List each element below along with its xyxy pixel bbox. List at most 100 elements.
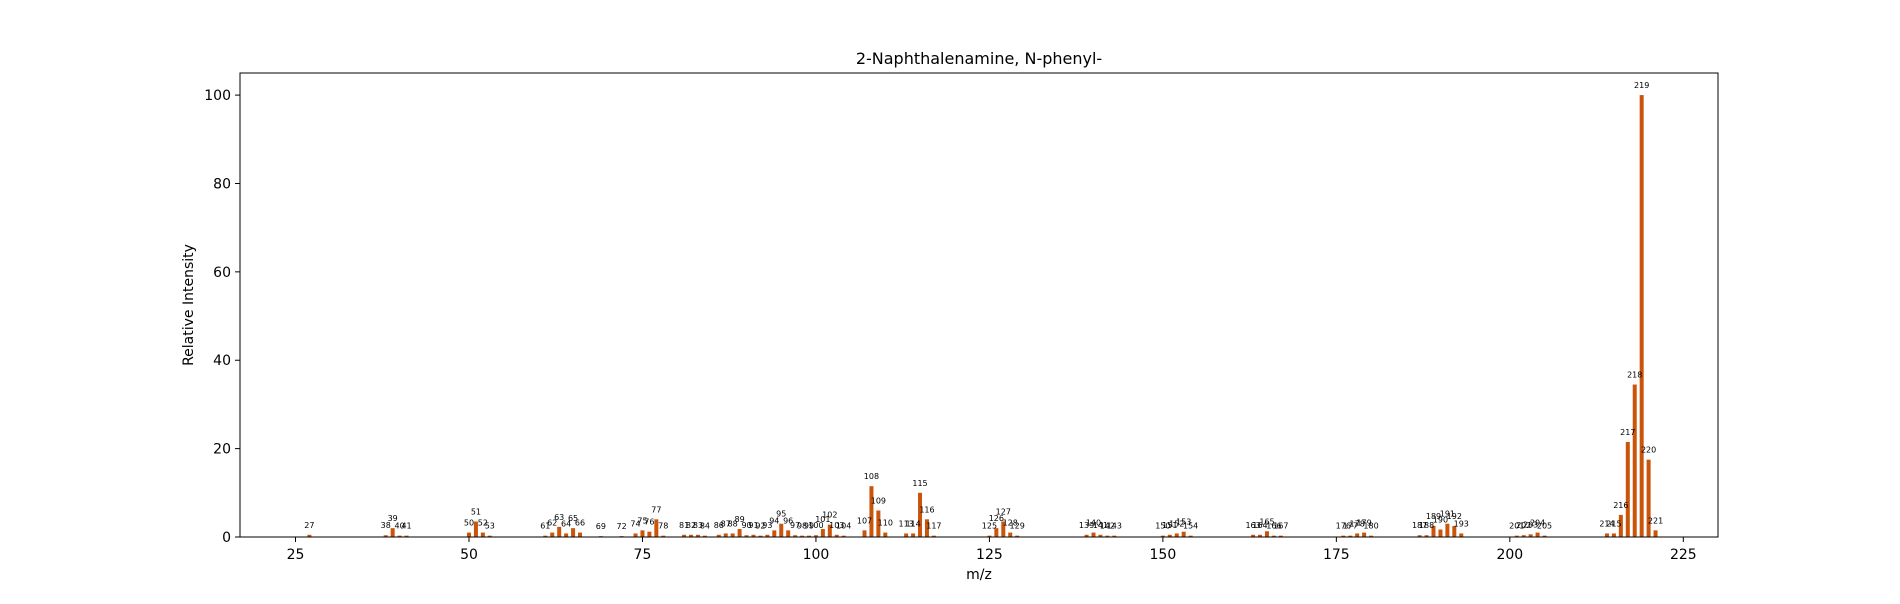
peak-label-mz-77: 77: [651, 505, 661, 514]
peak-label-mz-78: 78: [658, 522, 668, 531]
bar-mz-140: [1091, 532, 1096, 537]
peak-label-mz-96: 96: [783, 516, 793, 525]
bar-mz-178: [1355, 533, 1360, 537]
bar-mz-40: [397, 535, 402, 537]
bar-mz-203: [1528, 534, 1533, 537]
x-tick-label-125: 125: [976, 547, 1003, 563]
peak-label-mz-102: 102: [822, 511, 837, 520]
peak-label-mz-86: 86: [714, 521, 724, 530]
peak-label-mz-189: 189: [1426, 512, 1441, 521]
peak-label-mz-94: 94: [769, 516, 779, 525]
peak-label-mz-153: 153: [1176, 518, 1191, 527]
bar-mz-143: [1112, 535, 1117, 537]
bar-mz-163: [1251, 534, 1256, 537]
peak-label-mz-140: 140: [1086, 519, 1101, 528]
peak-label-mz-127: 127: [996, 508, 1011, 517]
bar-mz-87: [723, 533, 728, 537]
bar-mz-84: [702, 535, 707, 537]
peak-label-mz-95: 95: [776, 510, 786, 519]
y-tick-label-80: 80: [213, 176, 231, 192]
peak-label-mz-62: 62: [547, 519, 557, 528]
bar-mz-190: [1438, 529, 1443, 537]
peak-label-mz-125: 125: [982, 522, 997, 531]
x-tick-label-100: 100: [803, 547, 830, 563]
bar-mz-219: [1639, 95, 1644, 537]
bar-mz-82: [689, 534, 694, 537]
peak-label-mz-40: 40: [395, 522, 405, 531]
peak-label-mz-87: 87: [721, 519, 731, 528]
bar-mz-88: [730, 533, 735, 537]
peak-label-mz-101: 101: [815, 515, 830, 524]
peak-label-mz-215: 215: [1606, 519, 1621, 528]
bar-mz-166: [1271, 535, 1276, 537]
x-tick-label-225: 225: [1670, 547, 1697, 563]
peak-label-mz-192: 192: [1447, 512, 1462, 521]
bar-mz-91: [751, 534, 756, 537]
peak-label-mz-64: 64: [561, 519, 571, 528]
bar-mz-139: [1084, 534, 1089, 537]
y-tick-label-40: 40: [213, 353, 231, 369]
bar-mz-66: [578, 532, 583, 537]
peak-label-mz-188: 188: [1419, 521, 1434, 530]
bar-mz-53: [487, 535, 492, 537]
bar-mz-116: [924, 519, 929, 537]
peak-label-mz-97: 97: [790, 521, 800, 530]
peak-label-mz-93: 93: [762, 521, 772, 530]
peak-label-mz-39: 39: [388, 514, 398, 523]
bar-mz-103: [834, 534, 839, 537]
peak-label-mz-202: 202: [1516, 521, 1531, 530]
x-tick-label-75: 75: [634, 547, 652, 563]
y-tick-label-60: 60: [213, 265, 231, 281]
bar-mz-141: [1098, 534, 1103, 537]
bar-mz-65: [571, 528, 576, 537]
peak-label-mz-128: 128: [1003, 519, 1018, 528]
peak-label-mz-27: 27: [304, 521, 314, 530]
peak-label-mz-113: 113: [898, 519, 913, 528]
bar-mz-179: [1362, 532, 1367, 537]
bar-mz-52: [480, 532, 485, 537]
bar-mz-61: [543, 535, 548, 537]
peak-label-mz-178: 178: [1350, 519, 1365, 528]
peak-label-mz-104: 104: [836, 522, 851, 531]
bar-mz-221: [1653, 530, 1658, 537]
bar-mz-27: [307, 534, 312, 537]
peak-label-mz-89: 89: [735, 515, 745, 524]
bar-mz-192: [1452, 525, 1457, 537]
bar-mz-101: [820, 529, 825, 537]
peak-label-mz-150: 150: [1155, 522, 1170, 531]
peak-label-mz-221: 221: [1648, 516, 1663, 525]
y-tick-label-0: 0: [222, 530, 231, 546]
bars-group: [307, 95, 1658, 537]
bar-mz-74: [633, 533, 638, 537]
bar-mz-128: [1008, 532, 1013, 537]
peak-label-mz-92: 92: [755, 522, 765, 531]
bar-mz-51: [473, 521, 478, 537]
bar-mz-41: [404, 535, 409, 537]
peak-label-mz-193: 193: [1454, 519, 1469, 528]
bar-mz-165: [1264, 531, 1269, 537]
bar-mz-193: [1459, 533, 1464, 537]
peak-label-mz-218: 218: [1627, 371, 1642, 380]
peak-label-mz-165: 165: [1259, 517, 1274, 526]
bar-mz-201: [1514, 535, 1519, 537]
bar-mz-150: [1160, 535, 1165, 537]
peak-label-mz-177: 177: [1343, 522, 1358, 531]
peak-label-mz-109: 109: [871, 496, 886, 505]
bar-mz-151: [1167, 534, 1172, 537]
peak-label-mz-179: 179: [1356, 519, 1371, 528]
bar-mz-93: [765, 534, 770, 537]
bar-mz-214: [1604, 533, 1609, 537]
peak-label-mz-98: 98: [797, 522, 807, 531]
bar-mz-188: [1424, 535, 1429, 537]
x-tick-label-175: 175: [1323, 547, 1350, 563]
x-tick-label-200: 200: [1496, 547, 1523, 563]
bar-mz-62: [550, 532, 555, 537]
peak-label-mz-107: 107: [857, 516, 872, 525]
bar-mz-180: [1369, 535, 1374, 537]
peak-label-mz-201: 201: [1509, 522, 1524, 531]
peak-label-mz-126: 126: [989, 514, 1004, 523]
peak-label-mz-115: 115: [912, 479, 927, 488]
peak-label-mz-65: 65: [568, 514, 578, 523]
